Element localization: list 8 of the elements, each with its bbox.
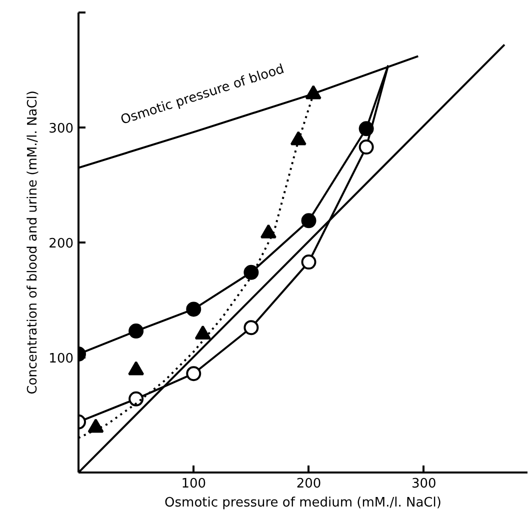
x-tick-label: 200 [296,476,322,492]
y-tick-label: 100 [48,352,74,366]
x-axis-title: Osmotic pressure of medium (mM./l. NaCl) [164,496,442,510]
y-tick-label: 200 [48,236,74,252]
y-axis-title: Concentration of blood and urine (mM./l. NaCl) [26,90,41,394]
x-tick-label: 300 [411,476,436,492]
x-tick-label: 100 [181,476,206,492]
y-tick-label: 300 [48,122,74,136]
